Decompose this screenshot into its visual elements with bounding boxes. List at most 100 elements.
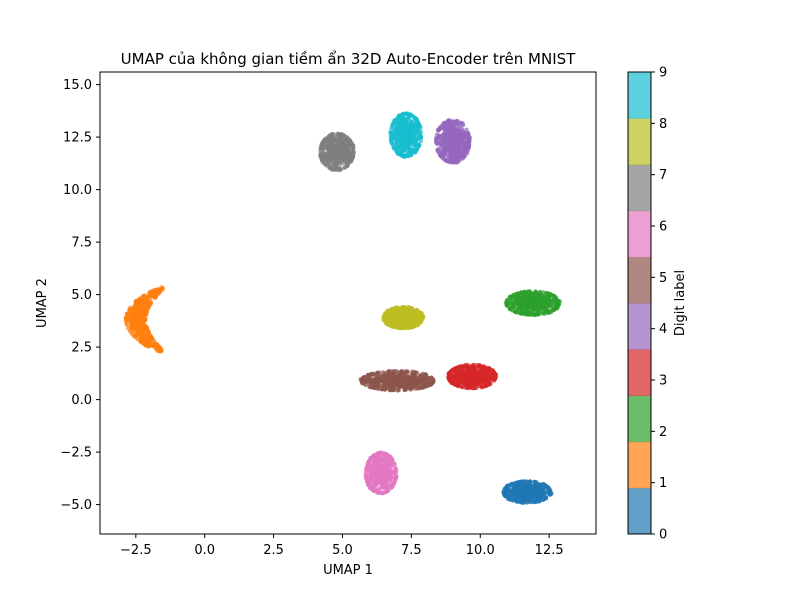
point-digit-8	[382, 312, 387, 318]
point-digit-9	[413, 143, 419, 148]
point-digit-7	[328, 166, 333, 171]
point-digit-7	[334, 155, 339, 161]
point-digit-6	[373, 460, 379, 465]
point-digit-3	[466, 367, 471, 373]
point-digit-5	[374, 370, 380, 376]
point-digit-6	[385, 485, 390, 490]
point-digit-3	[471, 380, 477, 385]
point-digit-5	[406, 385, 411, 391]
point-digit-8	[403, 324, 408, 329]
point-digit-2	[508, 294, 513, 299]
point-digit-2	[532, 302, 537, 307]
point-digit-5	[405, 379, 410, 385]
colorbar-tick-label: 2	[659, 425, 667, 440]
point-digit-0	[519, 496, 524, 501]
point-digit-9	[409, 113, 414, 118]
point-digit-4	[459, 135, 464, 140]
point-digit-9	[416, 120, 421, 126]
cluster-digit-9	[388, 111, 424, 160]
point-digit-1	[140, 330, 146, 335]
point-digit-0	[511, 486, 516, 491]
point-digit-7	[338, 167, 343, 172]
point-digit-3	[481, 369, 486, 375]
point-digit-2	[523, 303, 529, 308]
point-digit-3	[463, 375, 468, 380]
point-digit-4	[450, 152, 455, 157]
point-digit-7	[329, 140, 334, 145]
point-digit-2	[514, 294, 519, 300]
point-digit-5	[420, 376, 425, 381]
point-digit-1	[152, 295, 157, 300]
point-digit-9	[415, 136, 420, 142]
point-digit-5	[413, 382, 418, 387]
point-digit-1	[135, 303, 140, 308]
point-digit-9	[414, 128, 419, 133]
point-digit-9	[417, 124, 422, 129]
point-digit-0	[516, 482, 522, 488]
point-digit-3	[468, 378, 473, 383]
point-digit-9	[418, 138, 423, 144]
point-digit-2	[530, 312, 535, 317]
point-digit-5	[380, 370, 386, 375]
point-digit-2	[542, 299, 547, 304]
point-digit-0	[541, 482, 547, 487]
point-digit-3	[488, 381, 493, 386]
point-digit-5	[418, 384, 424, 389]
point-digit-6	[393, 466, 399, 472]
point-digit-9	[406, 125, 412, 130]
point-digit-3	[451, 371, 456, 376]
y-tick-label: −2.5	[60, 446, 92, 461]
point-digit-7	[333, 137, 338, 143]
point-digit-5	[431, 379, 436, 384]
point-digit-6	[363, 470, 369, 475]
point-digit-0	[509, 482, 514, 487]
point-digit-2	[519, 290, 524, 295]
point-digit-5	[386, 383, 392, 389]
point-digit-8	[408, 319, 413, 324]
point-digit-0	[522, 489, 527, 495]
point-digit-0	[536, 496, 542, 501]
point-digit-9	[402, 119, 407, 125]
point-digit-9	[397, 135, 403, 140]
point-digit-6	[372, 488, 377, 494]
colorbar-segment-1	[628, 441, 651, 489]
point-digit-9	[399, 148, 404, 154]
point-digit-9	[407, 117, 412, 123]
point-digit-7	[347, 148, 352, 153]
point-digit-1	[152, 287, 157, 293]
colorbar-tick-label: 1	[659, 476, 667, 491]
point-digit-2	[537, 300, 543, 306]
point-digit-5	[429, 375, 434, 380]
x-tick-label: 0.0	[194, 543, 215, 558]
point-digit-9	[392, 133, 397, 138]
point-digit-1	[156, 290, 162, 295]
point-digit-6	[372, 454, 377, 460]
point-digit-5	[411, 376, 416, 381]
colorbar-segment-6	[628, 210, 651, 258]
point-digit-7	[340, 146, 346, 151]
colorbar-segment-9	[628, 72, 651, 119]
point-digit-3	[477, 377, 483, 383]
point-digit-8	[396, 325, 402, 331]
point-digit-5	[401, 384, 406, 389]
point-digit-7	[325, 137, 330, 142]
point-digit-0	[509, 497, 514, 502]
point-digit-9	[411, 125, 416, 130]
point-digit-8	[404, 317, 409, 322]
point-digit-9	[401, 130, 406, 135]
point-digit-3	[474, 363, 479, 368]
point-digit-2	[548, 292, 553, 297]
point-digit-4	[451, 160, 457, 165]
point-digit-5	[386, 372, 391, 378]
point-digit-7	[328, 133, 333, 138]
point-digit-6	[392, 480, 397, 485]
point-digit-2	[513, 309, 518, 314]
point-digit-4	[434, 141, 440, 146]
point-digit-4	[445, 119, 450, 124]
y-tick-label: 15.0	[63, 78, 92, 93]
point-digit-5	[402, 387, 407, 393]
point-digit-0	[540, 487, 546, 492]
cluster-digit-1	[123, 285, 166, 354]
point-digit-3	[482, 375, 487, 381]
point-digit-1	[157, 345, 162, 350]
